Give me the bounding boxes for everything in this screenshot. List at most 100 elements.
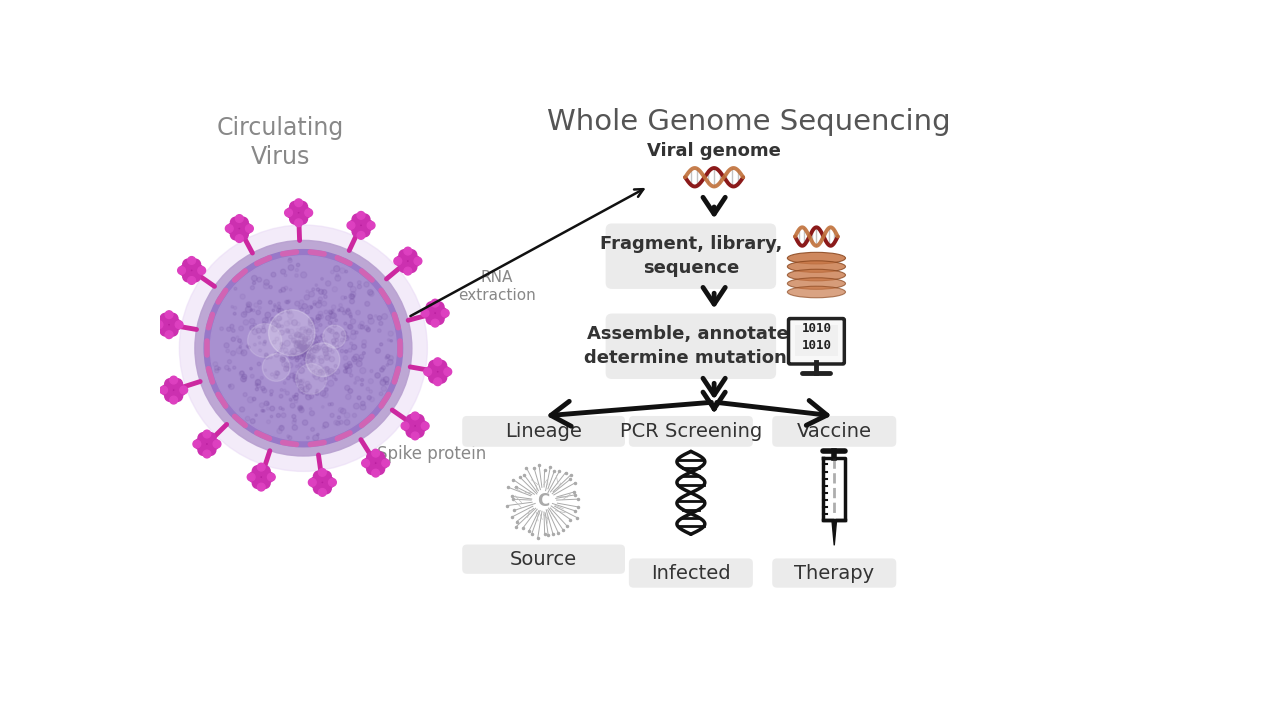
Circle shape bbox=[183, 271, 193, 282]
Circle shape bbox=[298, 346, 301, 349]
Circle shape bbox=[388, 356, 393, 361]
Circle shape bbox=[298, 407, 302, 410]
Circle shape bbox=[294, 199, 302, 207]
Circle shape bbox=[314, 483, 324, 494]
Circle shape bbox=[212, 361, 218, 366]
Circle shape bbox=[348, 364, 352, 368]
Circle shape bbox=[361, 379, 364, 382]
Circle shape bbox=[172, 391, 183, 402]
Circle shape bbox=[346, 366, 348, 369]
Circle shape bbox=[306, 330, 311, 336]
Circle shape bbox=[319, 297, 323, 301]
Circle shape bbox=[302, 343, 306, 348]
Circle shape bbox=[321, 344, 328, 350]
Circle shape bbox=[399, 250, 410, 261]
FancyBboxPatch shape bbox=[628, 559, 753, 588]
Circle shape bbox=[297, 328, 300, 331]
Circle shape bbox=[294, 335, 297, 337]
Circle shape bbox=[367, 315, 372, 319]
Circle shape bbox=[431, 300, 439, 307]
Circle shape bbox=[292, 395, 296, 398]
Circle shape bbox=[334, 364, 337, 367]
Circle shape bbox=[243, 311, 247, 315]
Circle shape bbox=[288, 203, 308, 222]
Circle shape bbox=[343, 369, 347, 373]
Circle shape bbox=[250, 325, 255, 330]
Text: Spike protein: Spike protein bbox=[378, 446, 486, 464]
Circle shape bbox=[296, 364, 326, 395]
Circle shape bbox=[344, 310, 347, 313]
Circle shape bbox=[298, 367, 305, 373]
Circle shape bbox=[312, 356, 315, 359]
Circle shape bbox=[282, 361, 287, 366]
Circle shape bbox=[279, 318, 282, 320]
Circle shape bbox=[302, 348, 305, 351]
Circle shape bbox=[343, 311, 347, 315]
Circle shape bbox=[406, 261, 417, 272]
Circle shape bbox=[422, 307, 434, 318]
Circle shape bbox=[261, 387, 265, 391]
Circle shape bbox=[292, 320, 297, 325]
Circle shape bbox=[288, 300, 291, 302]
Circle shape bbox=[349, 299, 355, 304]
Circle shape bbox=[288, 363, 293, 368]
Circle shape bbox=[259, 307, 261, 310]
Circle shape bbox=[335, 332, 338, 335]
Circle shape bbox=[335, 421, 340, 426]
Circle shape bbox=[367, 395, 371, 400]
Circle shape bbox=[320, 334, 324, 338]
Circle shape bbox=[347, 308, 349, 312]
Circle shape bbox=[310, 365, 316, 371]
Circle shape bbox=[312, 323, 319, 328]
Circle shape bbox=[360, 405, 366, 410]
Circle shape bbox=[317, 300, 321, 304]
Circle shape bbox=[159, 315, 179, 335]
Circle shape bbox=[248, 472, 260, 482]
Circle shape bbox=[380, 379, 387, 385]
Circle shape bbox=[417, 420, 428, 431]
Circle shape bbox=[312, 355, 316, 358]
Circle shape bbox=[305, 353, 307, 356]
Circle shape bbox=[311, 330, 315, 333]
Circle shape bbox=[233, 312, 236, 315]
Circle shape bbox=[348, 325, 353, 330]
Circle shape bbox=[298, 368, 305, 374]
Circle shape bbox=[274, 305, 276, 308]
Circle shape bbox=[349, 315, 352, 318]
Circle shape bbox=[323, 426, 325, 429]
Circle shape bbox=[296, 269, 298, 271]
Circle shape bbox=[332, 338, 337, 343]
Circle shape bbox=[335, 274, 339, 277]
Circle shape bbox=[302, 345, 305, 347]
Circle shape bbox=[305, 345, 310, 351]
Circle shape bbox=[321, 277, 324, 280]
Circle shape bbox=[198, 433, 209, 444]
Circle shape bbox=[305, 381, 310, 386]
Circle shape bbox=[301, 207, 311, 218]
Circle shape bbox=[193, 440, 201, 448]
Circle shape bbox=[252, 477, 264, 488]
Circle shape bbox=[312, 347, 319, 354]
Circle shape bbox=[330, 270, 334, 274]
Circle shape bbox=[330, 402, 334, 405]
Circle shape bbox=[293, 418, 297, 422]
Circle shape bbox=[305, 354, 310, 359]
Circle shape bbox=[266, 402, 269, 405]
Circle shape bbox=[344, 297, 347, 299]
Circle shape bbox=[269, 286, 273, 289]
Circle shape bbox=[323, 339, 325, 342]
Circle shape bbox=[306, 343, 339, 377]
Circle shape bbox=[276, 323, 280, 328]
Circle shape bbox=[302, 420, 307, 426]
Circle shape bbox=[253, 343, 256, 346]
Circle shape bbox=[358, 324, 364, 329]
Circle shape bbox=[170, 377, 178, 384]
Circle shape bbox=[311, 356, 315, 359]
Circle shape bbox=[279, 395, 283, 398]
Circle shape bbox=[274, 320, 279, 324]
Circle shape bbox=[369, 379, 374, 384]
Circle shape bbox=[306, 361, 310, 364]
Circle shape bbox=[388, 331, 393, 336]
Circle shape bbox=[317, 346, 321, 350]
Circle shape bbox=[292, 415, 296, 418]
